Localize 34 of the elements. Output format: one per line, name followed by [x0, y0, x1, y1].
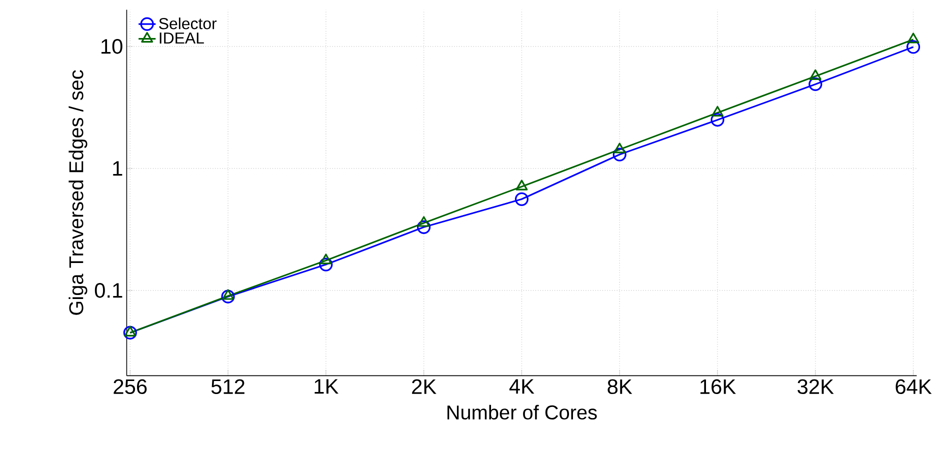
x-tick-label: 8K [608, 379, 632, 394]
x-tick-label: 16K [700, 379, 736, 394]
point [808, 77, 822, 92]
x-tick-label: 32K [798, 379, 834, 394]
point [809, 69, 822, 80]
x-tick-label: 64K [896, 379, 932, 394]
point [612, 148, 626, 162]
point [712, 106, 724, 117]
point [320, 254, 332, 264]
legend-label: IDEAL [160, 32, 204, 44]
point [906, 40, 920, 54]
point [418, 216, 430, 227]
x-tick-label: 256 [114, 379, 147, 394]
point [516, 180, 528, 190]
x-tick-label: 2K [412, 379, 436, 394]
point [124, 326, 136, 337]
y-tick-label: 1 [113, 161, 122, 176]
x-tick-label: 1K [314, 379, 338, 394]
x-tick-label: 512 [211, 379, 244, 394]
point [222, 289, 234, 300]
point [907, 32, 920, 44]
legend-label: Selector [159, 18, 217, 30]
point [221, 290, 235, 304]
point [319, 258, 333, 272]
point [514, 192, 529, 206]
point [614, 142, 626, 154]
y-tick-label: 0.1 [94, 283, 122, 298]
y-tick-label: 10 [102, 39, 122, 54]
x-axis-title: Number of Cores [447, 404, 597, 420]
y-axis-title: Giga Traversed Edges / sec [68, 70, 88, 315]
point [417, 220, 431, 234]
x-tick-label: 4K [509, 379, 534, 394]
point [123, 326, 137, 340]
point [710, 113, 724, 127]
